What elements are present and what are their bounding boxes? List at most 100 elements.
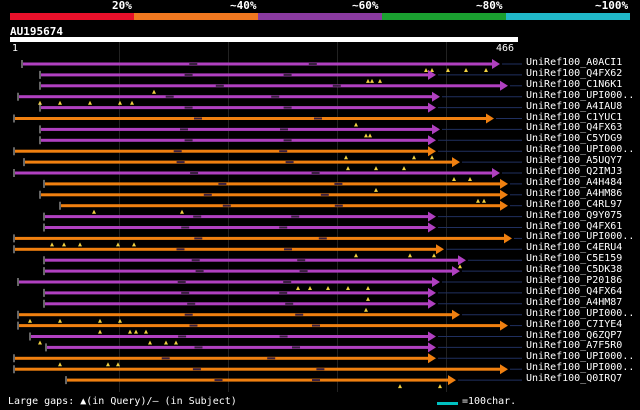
query-gap-icon (38, 100, 42, 105)
query-gap-icon (430, 68, 434, 72)
query-gap-icon (430, 155, 434, 160)
hit-label[interactable]: UniRef100_A4IAU8 (526, 100, 623, 112)
hit-arrow-icon (492, 59, 500, 69)
query-gap-icon (134, 329, 138, 334)
subject-gap (161, 357, 170, 360)
hit-row (39, 124, 522, 138)
scale-label-20: 20% (112, 0, 132, 12)
subject-gap (176, 248, 185, 251)
query-gap-icon (402, 166, 406, 171)
hit-bar (61, 204, 501, 208)
hit-label[interactable]: UniRef100_Q9Y075 (526, 209, 623, 221)
subject-gap (181, 291, 190, 294)
hit-label[interactable]: UniRef100_Q6ZQP7 (526, 329, 623, 341)
subject-gap (308, 63, 317, 65)
hit-arrow-icon (452, 157, 460, 168)
hit-bar (15, 117, 487, 120)
subject-gap (280, 128, 288, 131)
query-gap-icon (78, 242, 82, 247)
hit-row (17, 309, 522, 323)
scale-segment-orange (134, 13, 258, 20)
query-end: 466 (496, 43, 515, 54)
hit-label[interactable]: UniRef100_A4HM87 (526, 296, 623, 308)
subject-gap (194, 346, 203, 349)
hit-label[interactable]: UniRef100_Q2IMJ3 (526, 166, 623, 177)
hit-label[interactable]: UniRef100_UPI000.. (526, 231, 635, 243)
hit-label[interactable]: UniRef100_P20186 (526, 275, 623, 286)
scale-label-40: ~40% (230, 0, 257, 12)
hit-arrow-icon (432, 124, 440, 135)
query-gap-icon (128, 329, 132, 334)
query-gap-icon (346, 166, 350, 171)
subject-gap (194, 117, 202, 120)
hit-label[interactable]: UniRef100_Q4FX61 (526, 220, 623, 232)
subject-gap (187, 302, 196, 305)
scale-segment-purple (258, 13, 382, 20)
subject-gap (189, 63, 198, 65)
query-gap-icon (468, 177, 472, 181)
hit-row (39, 69, 522, 83)
hit-row (13, 168, 522, 181)
subject-gap (271, 95, 280, 98)
hit-arrow-icon (452, 309, 460, 320)
hit-row (13, 353, 522, 367)
hit-row (45, 342, 522, 353)
subject-gap (312, 379, 320, 382)
subject-gap (177, 281, 186, 283)
subject-gap (314, 117, 322, 120)
hit-label[interactable]: UniRef100_UPI000.. (526, 89, 635, 101)
subject-gap (334, 182, 343, 185)
subject-gap (193, 215, 202, 218)
hit-arrow-icon (492, 168, 500, 178)
hit-arrow-icon (436, 244, 444, 255)
hit-label[interactable]: UniRef100_A4HM86 (526, 187, 623, 199)
query-gap-icon (368, 133, 372, 138)
hit-row (39, 135, 522, 146)
hit-arrow-icon (428, 211, 436, 222)
subject-gap (279, 150, 288, 153)
subject-gap (215, 84, 224, 87)
subject-gap (184, 106, 193, 109)
query-gap-icon (118, 100, 122, 105)
hit-label[interactable]: UniRef100_Q0IRQ7 (526, 373, 623, 385)
hit-bar (19, 280, 433, 284)
hit-arrow-icon (500, 80, 508, 91)
subject-gap (184, 73, 193, 76)
hit-label[interactable]: UniRef100_A5UQY7 (526, 155, 623, 167)
hit-row (17, 91, 522, 105)
hit-label[interactable]: UniRef100_C1N6K1 (526, 78, 623, 90)
query-bar (10, 37, 518, 42)
hit-label[interactable]: UniRef100_C5DK38 (526, 264, 623, 276)
hit-label[interactable]: UniRef100_UPI000.. (526, 307, 635, 319)
hit-label[interactable]: UniRef100_Q4FX64 (526, 285, 623, 297)
footer-gap-legend: Large gaps: ▲(in Query)/— (in Subject) (8, 396, 237, 407)
hit-label[interactable]: UniRef100_C5E159 (526, 253, 623, 265)
hit-arrow-icon (428, 353, 436, 364)
hit-label[interactable]: UniRef100_A4H484 (526, 176, 623, 188)
subject-gap (214, 379, 223, 382)
hit-label[interactable]: UniRef100_A0ACI1 (526, 57, 623, 68)
hit-label[interactable]: UniRef100_UPI000.. (526, 351, 635, 363)
hit-bar (45, 182, 501, 186)
subject-gap (176, 161, 185, 164)
hit-label[interactable]: UniRef100_C4RL97 (526, 198, 623, 210)
hit-bar (15, 171, 493, 175)
hit-label[interactable]: UniRef100_UPI000.. (526, 362, 635, 374)
query-gap-icon (346, 286, 350, 290)
hit-bar (41, 73, 429, 77)
query-gap-icon (412, 155, 416, 160)
hit-label[interactable]: UniRef100_C4ERU4 (526, 242, 623, 254)
subject-gap (279, 226, 288, 229)
hit-label[interactable]: UniRef100_C7IYE4 (526, 318, 623, 330)
hit-bar (19, 324, 501, 328)
hit-label[interactable]: UniRef100_C1YUC1 (526, 111, 623, 123)
hit-label[interactable]: UniRef100_A7F5R0 (526, 340, 623, 352)
subject-gap (292, 346, 300, 349)
query-title: AU195674 (10, 25, 63, 38)
hit-label[interactable]: UniRef100_UPI000.. (526, 144, 635, 156)
hit-label[interactable]: UniRef100_Q4FX63 (526, 122, 623, 134)
query-gap-icon (432, 253, 436, 258)
hit-label[interactable]: UniRef100_Q4FX62 (526, 67, 623, 79)
hit-label[interactable]: UniRef100_C5YDG9 (526, 133, 623, 145)
query-gap-icon (144, 329, 148, 334)
